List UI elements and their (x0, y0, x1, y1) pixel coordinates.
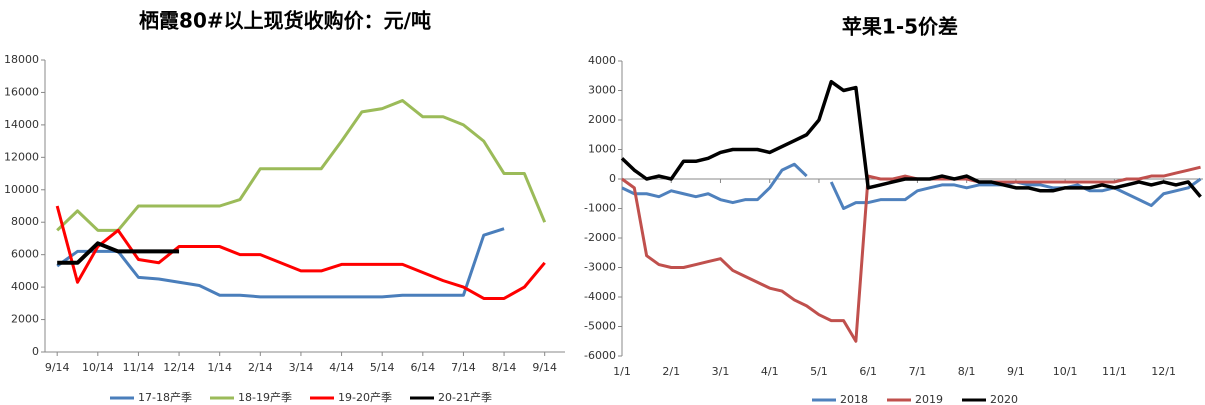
series-line (55, 205, 546, 300)
legend-label: 19-20产季 (338, 390, 392, 404)
x-tick-label: 11/14 (123, 361, 155, 374)
x-tick-label: 3/1 (712, 365, 730, 378)
legend-label: 2020 (990, 393, 1018, 405)
x-tick-label: 7/1 (909, 365, 927, 378)
y-tick-label: 3000 (588, 84, 616, 97)
x-tick-label: 9/14 (532, 361, 557, 374)
x-tick-label: 7/14 (451, 361, 476, 374)
y-tick-label: 14000 (4, 118, 39, 131)
y-tick-label: 4000 (11, 280, 39, 293)
x-tick-label: 2/14 (248, 361, 273, 374)
legend-label: 2019 (915, 393, 943, 405)
x-tick-label: 10/1 (1053, 365, 1078, 378)
x-tick-label: 9/14 (45, 361, 70, 374)
x-tick-label: 11/1 (1102, 365, 1127, 378)
legend-label: 20-21产季 (438, 390, 492, 404)
series-line (56, 227, 505, 299)
legend-label: 17-18产季 (138, 390, 192, 404)
x-tick-label: 2/1 (662, 365, 680, 378)
x-tick-label: 10/14 (82, 361, 114, 374)
series-line (620, 79, 1202, 198)
x-tick-label: 12/1 (1151, 365, 1176, 378)
y-tick-label: 2000 (11, 313, 39, 326)
y-tick-label: -1000 (584, 202, 616, 215)
chart-title: 苹果1-5价差 (842, 15, 958, 39)
y-tick-label: 12000 (4, 150, 39, 163)
y-tick-label: -5000 (584, 320, 616, 333)
y-tick-label: 18000 (4, 53, 39, 66)
x-tick-label: 6/1 (859, 365, 877, 378)
y-tick-label: 2000 (588, 113, 616, 126)
y-tick-label: -6000 (584, 349, 616, 362)
x-tick-label: 3/14 (289, 361, 314, 374)
series-line (57, 241, 180, 265)
y-tick-label: 8000 (11, 215, 39, 228)
x-tick-label: 6/14 (410, 361, 435, 374)
legend-label: 2018 (840, 393, 868, 405)
y-tick-label: 10000 (4, 183, 39, 196)
x-tick-label: 8/1 (958, 365, 976, 378)
x-tick-label: 1/1 (613, 365, 631, 378)
x-tick-label: 9/1 (1007, 365, 1025, 378)
y-tick-label: 0 (32, 345, 39, 358)
x-tick-label: 8/14 (492, 361, 517, 374)
y-tick-label: 4000 (588, 54, 616, 67)
y-tick-label: -4000 (584, 290, 616, 303)
chart-title: 栖霞80#以上现货收购价：元/吨 (139, 9, 431, 33)
x-tick-label: 4/14 (329, 361, 354, 374)
legend-label: 18-19产季 (238, 390, 292, 404)
y-tick-label: -2000 (584, 231, 616, 244)
y-tick-label: 6000 (11, 248, 39, 261)
x-tick-label: 1/14 (207, 361, 232, 374)
x-tick-label: 5/14 (370, 361, 395, 374)
x-tick-label: 5/1 (810, 365, 828, 378)
y-tick-label: -3000 (584, 261, 616, 274)
y-tick-label: 1000 (588, 143, 616, 156)
y-tick-label: 0 (609, 172, 616, 185)
y-tick-label: 16000 (4, 85, 39, 98)
series-line (56, 99, 547, 232)
x-tick-label: 4/1 (761, 365, 779, 378)
x-tick-label: 12/14 (163, 361, 195, 374)
